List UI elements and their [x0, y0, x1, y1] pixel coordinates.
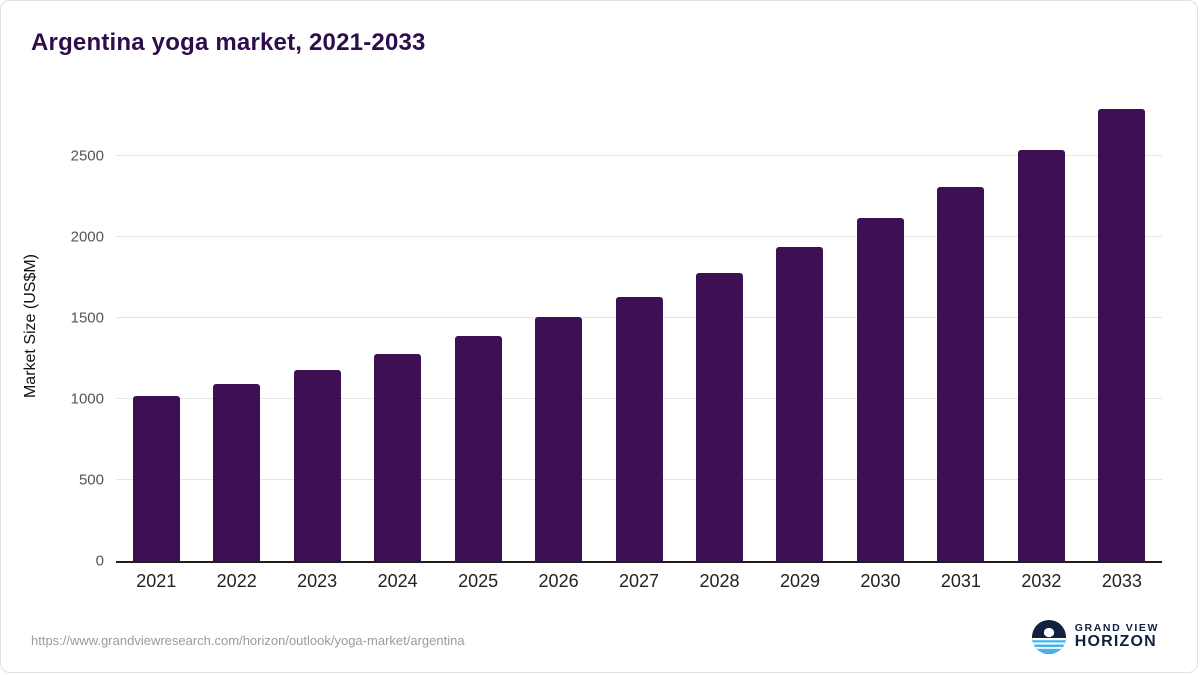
- bar-2028: [696, 273, 744, 561]
- bar-2031: [937, 186, 985, 561]
- x-tick-label: 2021: [136, 571, 177, 591]
- bar-2033: [1098, 108, 1146, 561]
- bar-cell: [277, 91, 357, 561]
- y-tick-label: 2000: [70, 228, 104, 246]
- gridline: [116, 154, 1162, 156]
- chart-title: Argentina yoga market, 2021-2033: [31, 29, 426, 56]
- x-tick-label: 2027: [619, 571, 660, 591]
- x-tick-label: 2030: [860, 571, 901, 591]
- brand-name-top: GRAND VIEW: [1074, 622, 1159, 635]
- bar-cell: [1001, 91, 1081, 561]
- bar-cell: [196, 91, 276, 561]
- source-url: https://www.grandviewresearch.com/horizo…: [31, 633, 465, 648]
- bar-cell: [599, 91, 679, 561]
- bar-cell: [518, 91, 598, 561]
- brand-text: GRAND VIEW HORIZON: [1075, 623, 1159, 651]
- gridline: [116, 235, 1162, 237]
- bar-2021: [132, 395, 180, 561]
- x-tick-label: 2022: [216, 571, 257, 591]
- bar-2027: [615, 296, 663, 561]
- bar-2024: [374, 353, 422, 561]
- y-axis-tick-labels: 0 500 1000 1500 2000 2500: [1, 91, 104, 569]
- y-tick-label: 2500: [70, 147, 104, 165]
- bar-2022: [213, 383, 261, 561]
- x-tick-label: 2029: [779, 571, 820, 591]
- x-tick-label: 2033: [1101, 571, 1142, 591]
- bar-cell: [1082, 91, 1162, 561]
- bar-2029: [776, 246, 824, 561]
- brand-logo: GRAND VIEW HORIZON: [1031, 620, 1159, 654]
- y-tick-label: 1000: [70, 390, 104, 408]
- x-tick-label: 2025: [458, 571, 499, 591]
- bar-cell: [921, 91, 1001, 561]
- x-tick-label: 2031: [940, 571, 981, 591]
- y-tick-label: 500: [78, 471, 104, 489]
- bar-2030: [856, 218, 904, 561]
- y-tick-label: 1500: [70, 309, 104, 327]
- plot-area: [116, 91, 1162, 563]
- bar-cell: [679, 91, 759, 561]
- bar-cell: [357, 91, 437, 561]
- bar-2023: [293, 369, 341, 561]
- x-axis-tick-labels: 2021 2022 2023 2024 2025 2026 2027 2028 2029 2030…: [116, 571, 1162, 592]
- x-tick-label: 2032: [1021, 571, 1062, 591]
- bar-cell: [438, 91, 518, 561]
- bar-cell: [840, 91, 920, 561]
- brand-name-bottom: HORIZON: [1074, 633, 1157, 651]
- y-tick-label: 0: [95, 552, 104, 570]
- bar-series: [116, 91, 1162, 561]
- bar-cell: [116, 91, 196, 561]
- bar-2032: [1017, 150, 1065, 561]
- bar-2025: [454, 335, 502, 561]
- x-tick-label: 2028: [699, 571, 740, 591]
- bar-cell: [760, 91, 840, 561]
- x-tick-label: 2023: [297, 571, 338, 591]
- bar-2026: [535, 317, 583, 561]
- grand-view-horizon-icon: [1031, 620, 1066, 654]
- x-tick-label: 2024: [377, 571, 418, 591]
- x-tick-label: 2026: [538, 571, 579, 591]
